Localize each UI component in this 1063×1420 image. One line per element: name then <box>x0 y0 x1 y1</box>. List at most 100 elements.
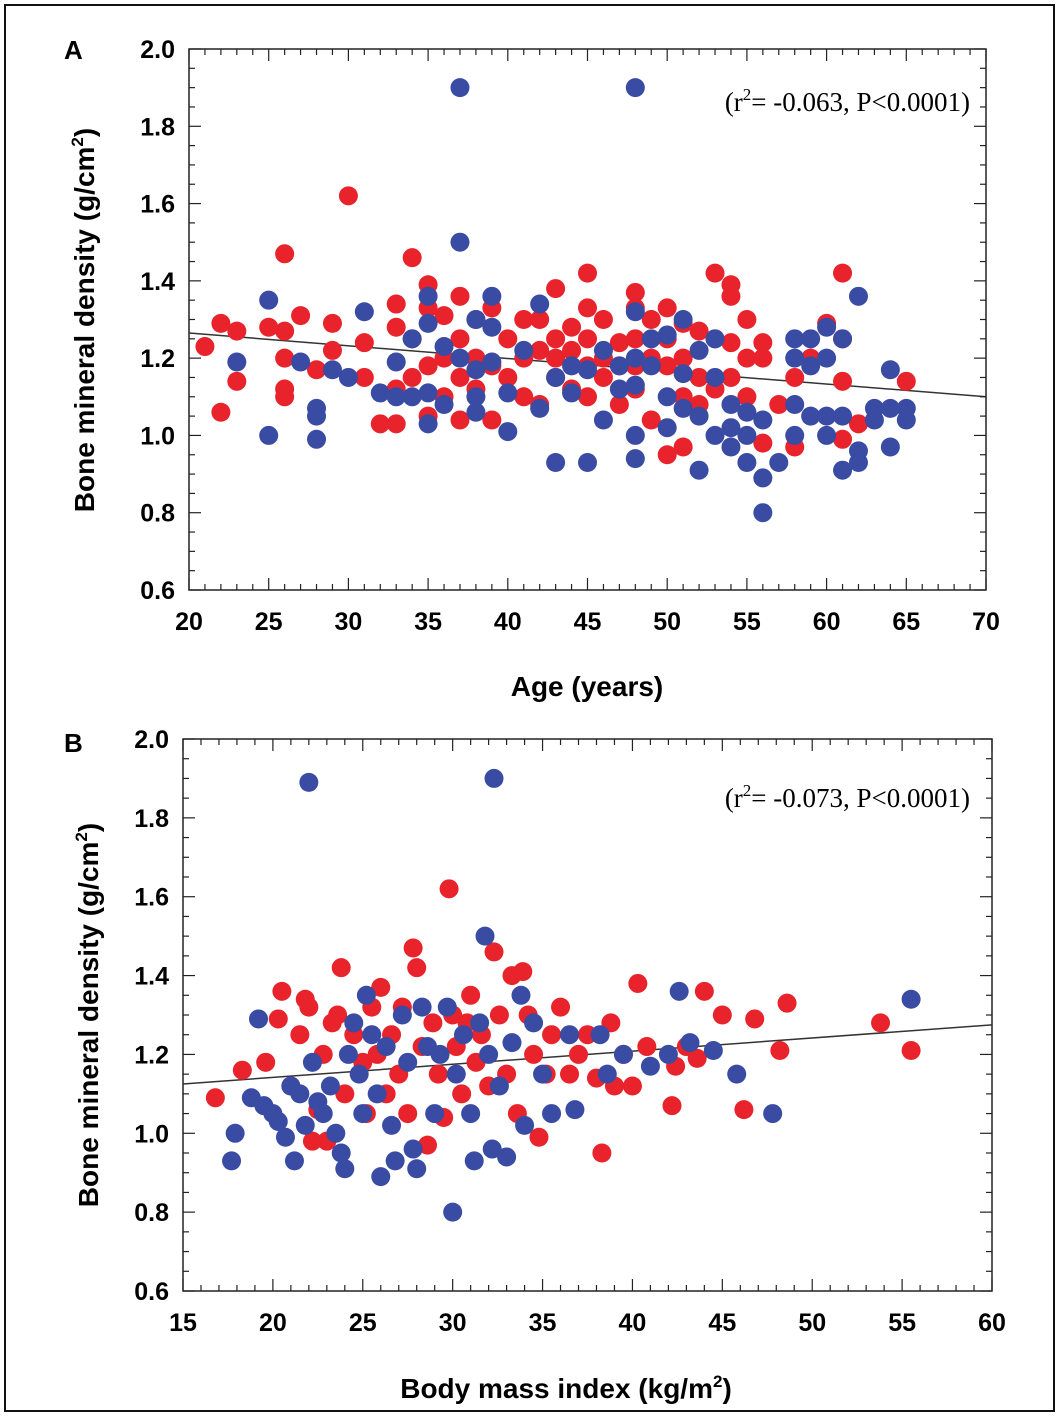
panel-b-red-point <box>628 973 648 993</box>
panel-a-x-tick-label: 65 <box>892 608 920 636</box>
panel-a-y-tick-label: 1.8 <box>140 113 175 141</box>
panel-a-blue-point <box>673 364 693 384</box>
panel-b-y-tick-label: 0.8 <box>134 1199 169 1227</box>
panel-a-blue-point <box>386 352 406 372</box>
panel-b-blue-point <box>901 989 921 1009</box>
panel-b-blue-point <box>430 1044 450 1064</box>
panel-a-blue-point <box>418 414 438 434</box>
panel-a-blue-point <box>593 340 613 360</box>
panel-a-red-point <box>673 437 693 457</box>
panel-b-blue-point <box>613 1044 633 1064</box>
panel-b-x-tick-label: 35 <box>529 1309 557 1337</box>
figure-frame <box>4 4 1055 1412</box>
panel-a-red-point <box>291 306 311 326</box>
panel-a-blue-point <box>418 286 438 306</box>
panel-a-blue-point <box>705 367 725 387</box>
panel-a-red-point <box>578 298 597 318</box>
panel-b-red-point <box>770 1040 790 1060</box>
panel-b-blue-point <box>403 1139 423 1159</box>
panel-a-red-point <box>562 317 582 337</box>
panel-a-red-point <box>211 313 231 333</box>
panel-b-blue-point <box>703 1040 723 1060</box>
panel-b-red-point <box>542 1025 562 1045</box>
panel-a-y-tick-label: 1.6 <box>140 191 175 219</box>
panel-a-red-point <box>609 395 629 415</box>
panel-a-blue-point <box>817 425 837 445</box>
panel-a-red-point <box>657 356 677 376</box>
panel-a-blue-point <box>864 410 884 430</box>
panel-b-red-point <box>871 1013 891 1033</box>
panel-b-red-point <box>328 1005 348 1025</box>
panel-b-blue-point <box>497 1147 517 1167</box>
panel-a-blue-point <box>562 383 582 403</box>
panel-b-red-point <box>331 958 351 978</box>
panel-b-y-tick-label: 1.0 <box>134 1120 169 1148</box>
panel-a-blue-point <box>338 367 358 387</box>
panel-b-blue-point <box>225 1123 245 1143</box>
panel-b-blue-point <box>338 1044 358 1064</box>
panel-b-blue-point <box>335 1159 355 1179</box>
panel-a-red-point <box>721 333 741 353</box>
panel-b-blue-point <box>295 1115 315 1135</box>
panel-a-red-point <box>275 321 295 341</box>
panel-a-blue-point <box>546 367 566 387</box>
panel-a-blue-point <box>450 78 470 98</box>
panel-b-blue-point <box>763 1104 783 1124</box>
panel-a-blue-point <box>801 329 821 349</box>
panel-a-x-tick-label: 60 <box>813 608 841 636</box>
panel-a-x-tick-label: 70 <box>972 608 1000 636</box>
panel-b-blue-point <box>356 985 376 1005</box>
panel-b-blue-point <box>299 772 319 792</box>
panel-a-red-point <box>673 348 693 368</box>
panel-a-y-tick-label: 0.8 <box>140 500 175 528</box>
panel-b-y-tick-label: 2.0 <box>134 726 169 754</box>
panel-b-red-point <box>299 997 319 1017</box>
panel-a-red-point <box>625 329 645 349</box>
panel-b-red-point <box>777 993 797 1013</box>
panel-b-red-point <box>513 962 533 982</box>
panel-a-blue-point <box>880 360 900 380</box>
panel-b-red-point <box>205 1088 225 1108</box>
panel-a-red-point <box>896 371 916 391</box>
panel-b-blue-point <box>392 1005 412 1025</box>
panel-a-red-point <box>402 248 422 268</box>
panel-b-red-point <box>461 985 481 1005</box>
panel-a-red-point <box>785 367 805 387</box>
panel-a-blue-point <box>625 425 645 445</box>
panel-a-red-point <box>322 340 342 360</box>
panel-a-red-point <box>848 414 868 434</box>
panel-a-blue-point <box>833 460 853 480</box>
panel-a-blue-point <box>482 286 502 306</box>
panel-b-blue-point <box>313 1104 333 1124</box>
panel-a-red-point <box>705 263 725 283</box>
panel-a-red-point <box>338 186 358 206</box>
panel-a-blue-point <box>785 329 805 349</box>
panel-b-red-point <box>622 1076 642 1096</box>
panel-a-blue-point <box>530 398 550 418</box>
panel-b-red-point <box>439 879 459 899</box>
panel-b-red-point <box>335 1084 355 1104</box>
panel-a-blue-point <box>625 348 645 368</box>
panel-b-red-point <box>403 938 423 958</box>
panel-a-red-point <box>402 367 422 387</box>
panel-a-red-point <box>482 410 502 430</box>
panel-a-blue-point <box>578 360 597 380</box>
panel-a-red-point <box>689 367 709 387</box>
panel-a-blue-point <box>848 286 868 306</box>
panel-a-red-point <box>386 294 406 314</box>
panel-a-blue-point <box>801 356 821 376</box>
panel-b-blue-point <box>290 1084 310 1104</box>
panel-a-red-point <box>386 317 406 337</box>
panel-a-red-point <box>514 310 534 329</box>
panel-a-red-point <box>833 429 853 449</box>
panel-b-red-point <box>484 942 504 962</box>
panel-a-red-point <box>498 329 518 349</box>
panel-a-blue-point <box>370 383 390 403</box>
panel-b-x-tick-label: 15 <box>169 1309 197 1337</box>
panel-b-blue-point <box>658 1044 678 1064</box>
panel-a-blue-point <box>546 452 566 472</box>
panel-b-blue-point <box>437 997 457 1017</box>
panel-a-blue-point <box>307 429 327 449</box>
panel-b-blue-point <box>464 1151 484 1171</box>
panel-a-red-point <box>498 367 518 387</box>
